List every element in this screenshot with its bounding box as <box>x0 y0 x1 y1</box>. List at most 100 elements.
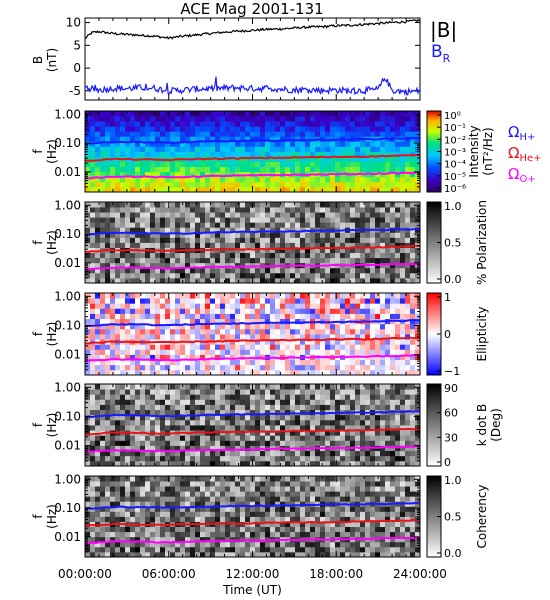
heatmap-cell <box>360 460 366 467</box>
heatmap-cell <box>140 141 146 147</box>
heatmap-cell <box>105 491 111 497</box>
heatmap-cell <box>330 156 336 163</box>
heatmap-cell <box>390 207 396 213</box>
heatmap-cell <box>195 506 201 512</box>
heatmap-cell <box>375 222 381 228</box>
heatmap-cell <box>225 277 231 284</box>
heatmap-cell <box>320 349 326 355</box>
heatmap-cell <box>185 161 191 168</box>
heatmap-cell <box>130 435 136 441</box>
heatmap-cell <box>185 308 191 314</box>
heatmap-cell <box>360 202 366 208</box>
heatmap-cell <box>230 166 236 173</box>
heatmap-cell <box>180 389 186 395</box>
heatmap-cell <box>265 181 271 188</box>
heatmap-cell <box>390 277 396 284</box>
heatmap-cell <box>400 217 406 223</box>
heatmap-cell <box>400 156 406 163</box>
heatmap-cell <box>160 404 166 411</box>
heatmap-cell <box>175 202 181 208</box>
heatmap-cell <box>330 161 336 168</box>
heatmap-cell <box>270 146 276 152</box>
heatmap-cell <box>280 318 286 325</box>
heatmap-cell <box>190 146 196 152</box>
heatmap-cell <box>345 267 351 274</box>
heatmap-cell <box>185 151 191 157</box>
heatmap-cell <box>180 267 186 274</box>
heatmap-cell <box>345 430 351 436</box>
heatmap-cell <box>265 156 271 163</box>
heatmap-cell <box>215 121 221 127</box>
heatmap-cell <box>280 232 286 238</box>
heatmap-cell <box>185 359 191 366</box>
heatmap-cell <box>315 425 321 431</box>
heatmap-cell <box>290 344 296 350</box>
heatmap-cell <box>165 262 171 269</box>
heatmap-cell <box>120 344 126 350</box>
heatmap-cell <box>85 252 91 259</box>
heatmap-cell <box>250 339 256 345</box>
heatmap-cell <box>205 298 211 304</box>
heatmap-cell <box>125 399 131 405</box>
heatmap-cell <box>260 156 266 163</box>
heatmap-cell <box>115 486 121 492</box>
heatmap-cell <box>360 207 366 213</box>
heatmap-cell <box>365 222 371 228</box>
heatmap-cell <box>105 369 111 376</box>
heatmap-cell <box>220 136 226 142</box>
heatmap-cell <box>410 202 416 208</box>
heatmap-cell <box>335 141 341 147</box>
heatmap-cell <box>220 409 226 416</box>
heatmap-cell <box>130 207 136 213</box>
heatmap-cell <box>85 450 91 457</box>
heatmap-cell <box>160 242 166 248</box>
heatmap-cell <box>90 536 96 543</box>
heatmap-cell <box>160 531 166 538</box>
heatmap-cell <box>235 364 241 371</box>
heatmap-cell <box>340 181 346 188</box>
heatmap-cell <box>280 186 286 193</box>
heatmap-cell <box>125 313 131 320</box>
heatmap-cell <box>160 546 166 553</box>
heatmap-cell <box>175 308 181 314</box>
heatmap-cell <box>320 364 326 371</box>
heatmap-cell <box>305 369 311 376</box>
heatmap-cell <box>220 394 226 400</box>
heatmap-cell <box>130 511 136 517</box>
heatmap-cell <box>400 445 406 452</box>
heatmap-cell <box>260 364 266 371</box>
heatmap-cell <box>185 344 191 350</box>
heatmap-cell <box>360 181 366 188</box>
heatmap-cell <box>90 217 96 223</box>
heatmap-cell <box>130 328 136 335</box>
heatmap-cell <box>290 272 296 279</box>
heatmap-cell <box>95 247 101 254</box>
heatmap-cell <box>160 252 166 259</box>
heatmap-cell <box>355 440 361 446</box>
heatmap-cell <box>280 166 286 173</box>
heatmap-cell <box>245 344 251 350</box>
heatmap-cell <box>135 111 141 117</box>
heatmap-cell <box>275 440 281 446</box>
heatmap-cell <box>165 440 171 446</box>
heatmap-cell <box>290 308 296 314</box>
heatmap-cell <box>105 141 111 147</box>
heatmap-cell <box>175 541 181 548</box>
heatmap-cell <box>185 131 191 137</box>
heatmap-cell <box>85 344 91 350</box>
heatmap-cell <box>330 146 336 152</box>
heatmap-cell <box>155 111 161 117</box>
figure-title: ACE Mag 2001-131 <box>180 0 323 18</box>
heatmap-cell <box>405 394 411 400</box>
heatmap-cell <box>110 318 116 325</box>
heatmap-cell <box>360 369 366 376</box>
heatmap-cell <box>325 156 331 163</box>
heatmap-cell <box>150 344 156 350</box>
heatmap-cell <box>405 146 411 152</box>
heatmap-cell <box>235 460 241 467</box>
heatmap-cell <box>85 476 91 482</box>
heatmap-cell <box>355 181 361 188</box>
heatmap-cell <box>175 136 181 142</box>
heatmap-cell <box>195 308 201 314</box>
heatmap-cell <box>175 501 181 507</box>
